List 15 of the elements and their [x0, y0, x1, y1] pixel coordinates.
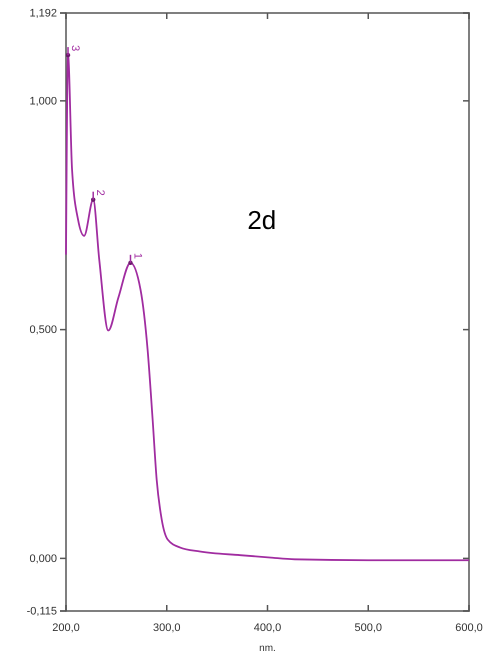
y-tick-label: 0,000	[29, 552, 57, 565]
x-axis-title: nm.	[259, 643, 276, 654]
x-tick-label: 300,0	[152, 622, 181, 634]
y-tick-label: -0,115	[26, 606, 57, 618]
x-tick-label: 600,0	[455, 622, 483, 634]
annotation: 3	[69, 45, 82, 52]
x-tick-label: 500,0	[354, 622, 382, 634]
x-tick-label: 200,0	[52, 622, 80, 634]
x-tick-label: 400,0	[254, 622, 282, 634]
annotation: 2	[94, 190, 106, 196]
y-tick-label: 1,000	[29, 95, 57, 108]
y-tick-label: 1,192	[29, 8, 57, 20]
annotation: 1	[131, 252, 144, 259]
y-tick-label: 0,500	[29, 324, 57, 336]
annotation: 2d	[247, 204, 276, 235]
